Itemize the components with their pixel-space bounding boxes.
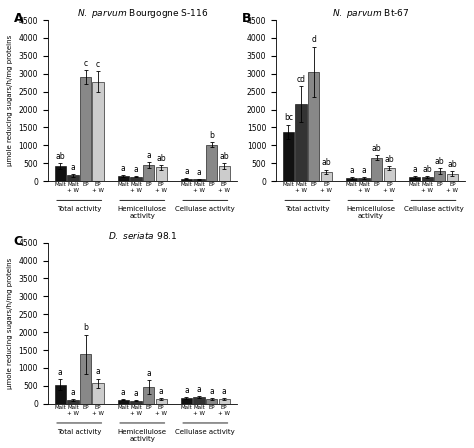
Text: a: a [349,166,354,175]
Text: b: b [83,323,88,332]
Text: b: b [209,130,214,140]
Bar [295,104,307,181]
Text: a: a [71,163,75,172]
Bar [118,177,129,181]
Text: Hemicellulose
activity: Hemicellulose activity [346,206,395,219]
Bar [155,399,167,404]
Bar [92,383,104,404]
Text: c: c [83,59,88,68]
Text: Hemicellulose
activity: Hemicellulose activity [118,206,167,219]
Text: ab: ab [447,160,457,169]
Bar [80,354,91,404]
Bar [308,72,319,181]
Bar [421,177,433,181]
Bar [67,175,79,181]
Text: C: C [14,235,23,248]
Text: a: a [412,165,417,174]
Text: ab: ab [156,154,166,163]
Text: ab: ab [384,155,394,164]
Bar [55,385,66,404]
Bar [118,400,129,404]
Bar [193,179,205,181]
Text: ab: ab [219,152,229,161]
Bar [434,171,446,181]
Text: bc: bc [284,113,293,122]
Text: Cellulase activity: Cellulase activity [404,206,464,212]
Text: Cellulase activity: Cellulase activity [175,429,235,435]
Text: Hemicellulose
activity: Hemicellulose activity [118,429,167,442]
Bar [181,179,192,181]
Bar [358,178,370,181]
Bar [55,166,66,181]
Bar [346,178,357,181]
Text: Total activity: Total activity [57,206,101,212]
Text: a: a [134,165,138,174]
Text: Total activity: Total activity [57,429,101,435]
Title: $\it{N.\ parvum}$ Bourgogne S-116: $\it{N.\ parvum}$ Bourgogne S-116 [76,7,208,20]
Bar [409,177,420,181]
Bar [371,158,383,181]
Text: a: a [146,369,151,378]
Bar [80,78,91,181]
Text: A: A [14,12,23,25]
Bar [193,397,205,404]
Bar [320,172,332,181]
Text: ab: ab [321,159,331,168]
Title: $\it{D.\ seriata}$ 98.1: $\it{D.\ seriata}$ 98.1 [108,229,177,241]
Bar [130,401,142,404]
Text: a: a [121,388,126,397]
Text: a: a [146,151,151,160]
Y-axis label: μmole reducing sugars/h/mg proteins: μmole reducing sugars/h/mg proteins [7,35,13,166]
Text: a: a [184,386,189,395]
Text: ab: ab [435,157,445,166]
Text: a: a [222,387,227,396]
Text: c: c [96,60,100,69]
Text: a: a [58,368,63,377]
Text: a: a [197,168,201,177]
Text: ab: ab [372,144,382,153]
Bar [143,387,154,404]
Text: ab: ab [55,152,65,161]
Bar [219,166,230,181]
Title: $\it{N.\ parvum}$ Bt-67: $\it{N.\ parvum}$ Bt-67 [332,7,409,20]
Bar [67,400,79,404]
Text: cd: cd [297,75,306,84]
Text: d: d [311,35,316,44]
Text: a: a [96,367,100,376]
Text: a: a [134,389,138,398]
Bar [383,168,395,181]
Text: a: a [121,164,126,173]
Bar [92,82,104,181]
Bar [130,177,142,181]
Text: a: a [71,388,75,397]
Bar [155,168,167,181]
Bar [143,165,154,181]
Bar [206,399,217,404]
Text: a: a [159,387,164,396]
Text: Total activity: Total activity [285,206,329,212]
Bar [283,132,294,181]
Y-axis label: μmole reducing sugars/h/mg proteins: μmole reducing sugars/h/mg proteins [7,258,13,389]
Bar [181,398,192,404]
Text: a: a [209,387,214,396]
Text: a: a [184,167,189,176]
Text: a: a [197,385,201,394]
Text: a: a [362,166,366,175]
Text: Cellulase activity: Cellulase activity [175,206,235,212]
Bar [206,145,217,181]
Bar [219,399,230,404]
Bar [447,173,458,181]
Text: B: B [242,12,251,25]
Text: ab: ab [422,164,432,173]
